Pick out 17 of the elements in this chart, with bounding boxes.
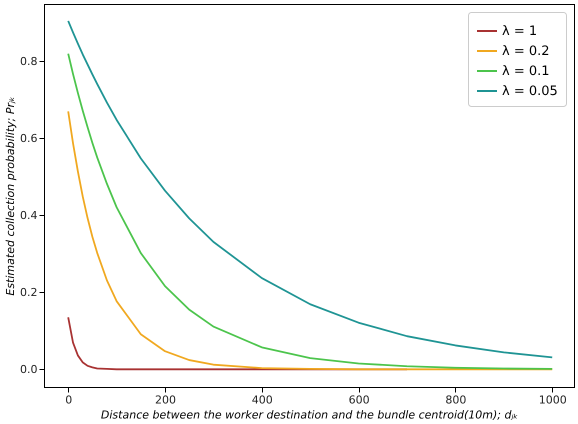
legend-label: λ = 0.1 (502, 64, 550, 79)
legend-label: λ = 0.05 (502, 84, 558, 99)
y-axis-title: Estimated collection probability; Prⱼₖ (4, 96, 18, 296)
x-tick-label: 400 (252, 394, 273, 406)
y-tick-label: 0.8 (20, 54, 38, 68)
legend-label: λ = 1 (502, 24, 538, 39)
y-tick-label: 0.6 (20, 132, 38, 145)
legend-label: λ = 0.2 (502, 44, 550, 59)
y-tick-label: 0.4 (20, 208, 38, 222)
x-axis-title: Distance between the worker destination and the bundle centroid(10m); dⱼₖ (100, 408, 518, 422)
x-tick-label: 0 (65, 394, 72, 406)
x-tick-label: 200 (155, 394, 176, 406)
y-tick-label: 0.0 (20, 362, 38, 376)
x-tick-label: 800 (445, 394, 466, 406)
y-tick-label: 0.2 (20, 286, 38, 299)
x-tick-label: 1000 (538, 394, 567, 406)
x-tick-label: 600 (348, 394, 370, 406)
